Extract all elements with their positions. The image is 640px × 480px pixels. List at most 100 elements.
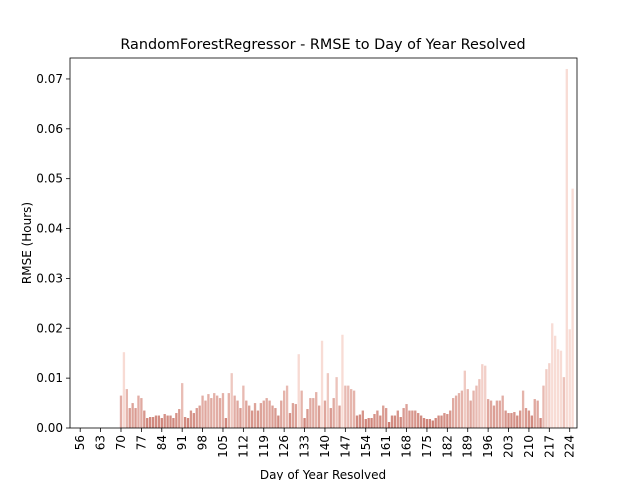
bar: [443, 413, 446, 428]
bar: [300, 390, 303, 428]
bar: [352, 390, 356, 428]
bar: [236, 400, 239, 428]
bar: [551, 323, 554, 428]
bar: [137, 395, 140, 428]
bar: [233, 395, 236, 428]
bar: [181, 383, 184, 428]
bar: [533, 399, 536, 428]
bar: [157, 415, 161, 428]
bar: [128, 408, 131, 428]
bar: [425, 419, 429, 428]
x-tick-label: 77: [134, 435, 148, 450]
bar: [282, 390, 286, 428]
bar: [125, 389, 128, 428]
x-tick-label: 210: [522, 435, 536, 458]
y-tick-label: 0.00: [36, 421, 63, 435]
bar: [405, 404, 408, 428]
bar: [446, 414, 449, 428]
bar: [140, 398, 143, 428]
bar: [495, 400, 499, 428]
bar: [122, 352, 126, 428]
x-tick-label: 147: [338, 435, 352, 458]
x-axis-label: Day of Year Resolved: [260, 468, 386, 480]
bar: [521, 390, 525, 428]
x-tick-label: 175: [420, 435, 434, 458]
bar: [559, 350, 563, 428]
bar: [542, 385, 545, 428]
bar: [469, 400, 472, 428]
x-tick-label: 105: [216, 435, 230, 458]
bar: [367, 418, 370, 428]
bar: [384, 408, 388, 428]
bar: [317, 405, 321, 428]
bar: [414, 410, 417, 428]
x-tick-label: 189: [461, 435, 475, 458]
bar: [172, 418, 175, 428]
y-axis-label: RMSE (Hours): [20, 202, 34, 284]
x-tick-label: 63: [94, 435, 108, 450]
y-tick-label: 0.01: [36, 371, 63, 385]
bar: [250, 410, 254, 428]
bar: [227, 393, 230, 428]
bar: [524, 408, 528, 428]
bar: [285, 385, 289, 428]
bar: [399, 417, 402, 428]
bar: [169, 415, 172, 428]
bar: [411, 410, 414, 428]
bar: [419, 415, 423, 428]
bar: [387, 422, 391, 428]
bar: [291, 403, 295, 428]
bar: [539, 418, 542, 428]
bar: [548, 363, 551, 428]
x-tick-label: 154: [359, 435, 373, 458]
bar: [451, 398, 455, 428]
bar: [312, 398, 315, 428]
bar: [119, 395, 123, 428]
bar: [268, 400, 271, 428]
bar: [277, 415, 280, 428]
bar: [320, 340, 324, 428]
bar: [466, 389, 469, 428]
bar: [239, 408, 242, 428]
bar: [492, 405, 496, 428]
bar: [146, 418, 149, 428]
bar: [288, 413, 292, 428]
bar: [166, 415, 169, 428]
bar: [556, 349, 560, 428]
bar: [440, 415, 443, 428]
bar: [175, 413, 178, 428]
bar: [510, 413, 513, 428]
bar: [341, 334, 344, 428]
bar: [516, 415, 519, 428]
bar: [204, 400, 207, 428]
bar: [370, 418, 373, 428]
bar: [358, 414, 362, 428]
bar: [382, 405, 385, 428]
plot-frame: [69, 57, 578, 429]
bar: [262, 400, 265, 428]
bar: [253, 403, 257, 428]
y-tick-label: 0.06: [36, 122, 63, 136]
x-tick-label: 161: [379, 435, 393, 458]
bar: [486, 399, 490, 428]
bar: [498, 400, 501, 428]
bar: [513, 412, 516, 428]
bar: [390, 415, 394, 428]
bar: [472, 390, 475, 428]
bar: [201, 395, 204, 428]
bar: [460, 390, 464, 428]
bar: [376, 410, 379, 428]
bar: [553, 335, 557, 428]
x-tick-label: 126: [277, 435, 291, 458]
bar: [422, 418, 426, 428]
bar: [379, 415, 382, 428]
bar: [265, 398, 268, 428]
bar: [326, 373, 330, 428]
bar: [335, 377, 338, 428]
bar: [396, 410, 399, 428]
bar: [230, 373, 233, 428]
bar: [454, 395, 458, 428]
bar: [148, 417, 152, 428]
